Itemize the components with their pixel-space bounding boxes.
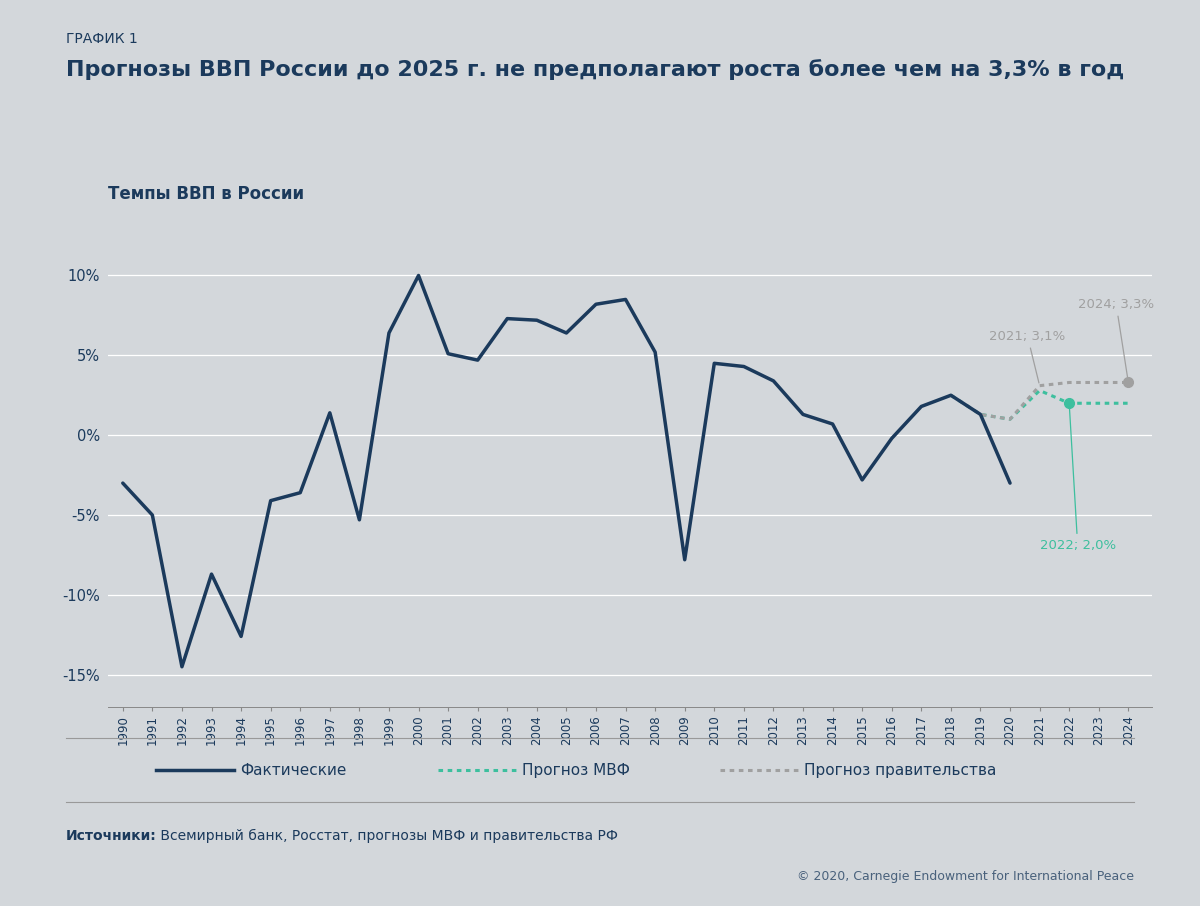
Text: Темпы ВВП в России: Темпы ВВП в России (108, 185, 304, 203)
Text: Прогноз МВФ: Прогноз МВФ (522, 763, 630, 777)
Text: Источники:: Источники: (66, 829, 157, 843)
Text: Прогноз правительства: Прогноз правительства (804, 763, 996, 777)
Text: 2024; 3,3%: 2024; 3,3% (1078, 297, 1154, 380)
Text: Всемирный банк, Росстат, прогнозы МВФ и правительства РФ: Всемирный банк, Росстат, прогнозы МВФ и … (156, 829, 618, 843)
Text: Прогнозы ВВП России до 2025 г. не предполагают роста более чем на 3,3% в год: Прогнозы ВВП России до 2025 г. не предпо… (66, 59, 1124, 80)
Text: ГРАФИК 1: ГРАФИК 1 (66, 32, 138, 45)
Text: © 2020, Carnegie Endowment for International Peace: © 2020, Carnegie Endowment for Internati… (797, 871, 1134, 883)
Text: 2021; 3,1%: 2021; 3,1% (989, 330, 1066, 383)
Text: 2022; 2,0%: 2022; 2,0% (1039, 406, 1116, 552)
Text: Фактические: Фактические (240, 763, 347, 777)
